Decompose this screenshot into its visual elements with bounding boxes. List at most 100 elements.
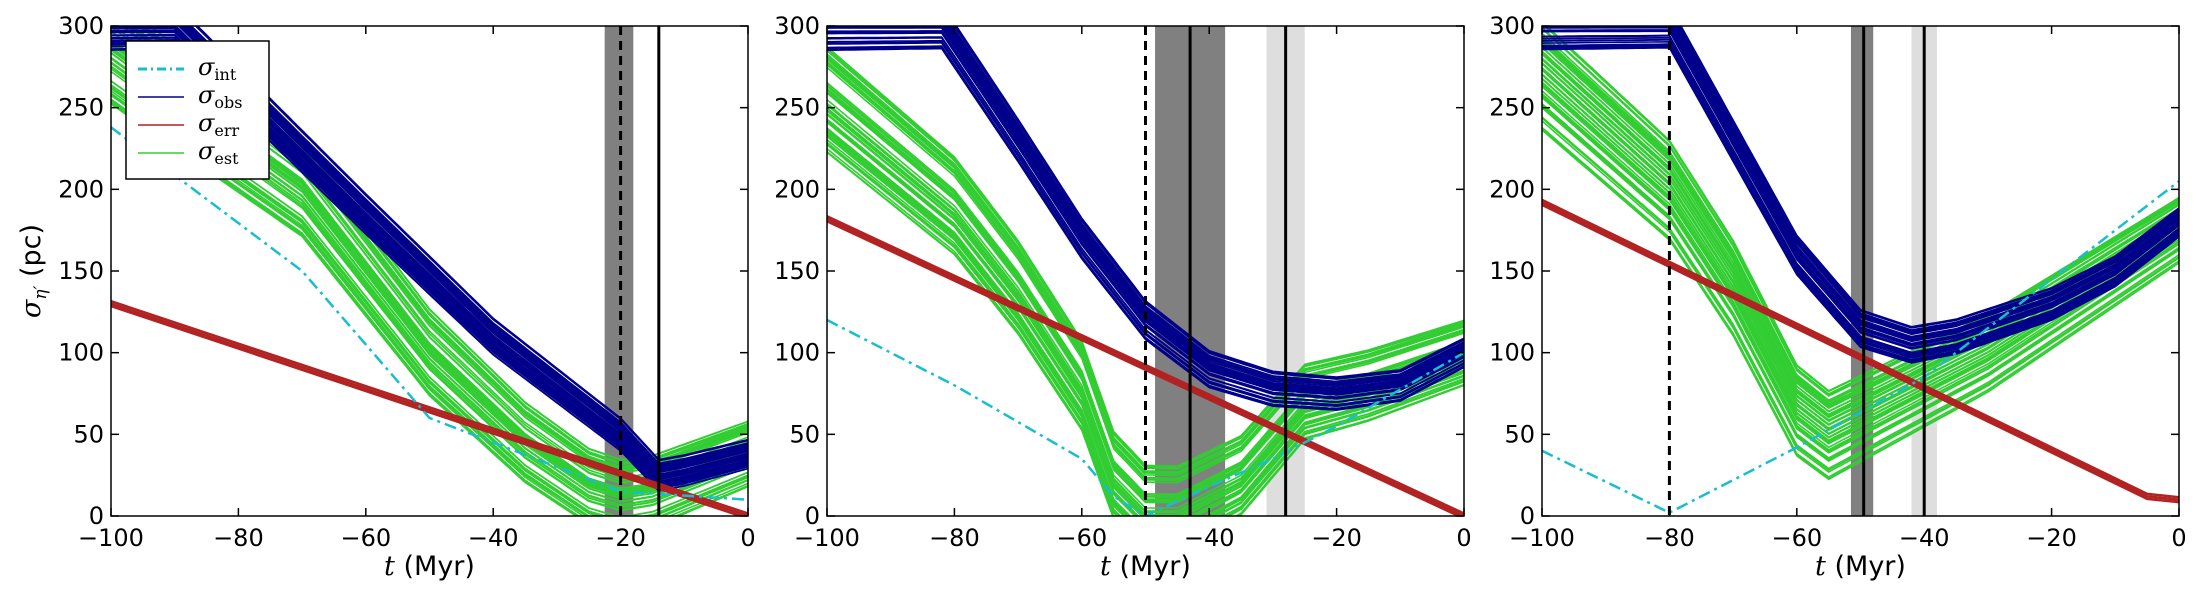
sigma-est-curve bbox=[827, 58, 1464, 477]
y-tick-label: 300 bbox=[58, 12, 104, 40]
sigma-obs-curve bbox=[827, 46, 1464, 410]
x-tick-label: −100 bbox=[1509, 524, 1575, 552]
sigma-est-curve bbox=[1542, 96, 2179, 454]
sigma-obs-curve bbox=[1542, 30, 2179, 350]
legend-entry-label: σest bbox=[198, 137, 239, 168]
sigma-obs-curve bbox=[827, 30, 1464, 399]
x-tick-label: −60 bbox=[1056, 524, 1107, 552]
sigma-err-curve bbox=[827, 217, 1464, 516]
sigma-est-curve bbox=[1542, 40, 2179, 408]
sigma-obs-curve bbox=[1542, 36, 2179, 356]
sigma-obs-curve bbox=[948, 26, 1464, 386]
x-tick-label: −40 bbox=[1899, 524, 1950, 552]
sigma-err-curve bbox=[111, 300, 748, 515]
x-tick-label: −100 bbox=[794, 524, 860, 552]
sigma-est-curve bbox=[1542, 129, 2179, 481]
y-tick-label: 100 bbox=[774, 339, 820, 367]
x-tick-label: −100 bbox=[78, 524, 144, 552]
legend-entry-label: σint bbox=[198, 53, 237, 84]
sigma-int-curve bbox=[111, 126, 748, 501]
y-axis-label: ση′ (pc) bbox=[16, 224, 51, 318]
y-tick-label: 0 bbox=[89, 502, 104, 530]
sigma-est-curve bbox=[1542, 126, 2179, 478]
sigma-obs-curve bbox=[1542, 38, 2179, 357]
sigma-err-curve bbox=[827, 220, 1462, 516]
sigma-obs-curve bbox=[1542, 46, 2179, 364]
x-axis-label: t (Myr) bbox=[384, 551, 475, 582]
sigma-est-curve bbox=[1542, 94, 2179, 452]
sigma-est-curve bbox=[1542, 27, 2179, 397]
x-tick-label: 0 bbox=[2171, 524, 2186, 552]
sigma-err-curves bbox=[111, 300, 748, 516]
chart-panel-middle: −100 −80 −60 −40 −20 0 0 50 100 150 200 250 300 t (My… bbox=[774, 12, 1471, 582]
legend-entry-label: σobs bbox=[198, 81, 242, 112]
y-tick-label: 250 bbox=[58, 94, 104, 122]
sigma-est-curve bbox=[1542, 53, 2179, 419]
x-tick-label: −80 bbox=[929, 524, 980, 552]
x-tick-label: −80 bbox=[1644, 524, 1695, 552]
sigma-est-curve bbox=[1542, 102, 2179, 459]
sigma-obs-curve bbox=[1672, 26, 2179, 339]
y-tick-label: 0 bbox=[805, 502, 820, 530]
sigma-est-curve bbox=[1542, 117, 2179, 472]
legend-entry-label: σerr bbox=[198, 109, 240, 140]
sigma-est-curve bbox=[827, 112, 1464, 516]
sigma-obs-curve bbox=[951, 26, 1464, 383]
sigma-est-curve bbox=[827, 118, 1464, 516]
y-tick-label: 50 bbox=[789, 420, 820, 448]
sigma-est-curve bbox=[1542, 105, 2179, 461]
sigma-err-curve bbox=[111, 302, 748, 516]
sigma-obs-curve bbox=[1671, 26, 2179, 341]
y-tick-label: 200 bbox=[774, 175, 820, 203]
sigma-obs-curve bbox=[1672, 26, 2179, 340]
sigma-est-curve bbox=[827, 130, 1464, 516]
y-tick-label: 250 bbox=[774, 94, 820, 122]
sigma-obs-curve bbox=[1675, 26, 2179, 335]
sigma-int-curve bbox=[1542, 180, 2179, 515]
y-tick-label: 300 bbox=[1489, 12, 1535, 40]
sigma-est-curve bbox=[827, 151, 1464, 516]
y-tick-label: 200 bbox=[1489, 175, 1535, 203]
y-tick-label: 150 bbox=[58, 257, 104, 285]
sigma-est-curve bbox=[827, 139, 1464, 516]
x-tick-label: −80 bbox=[213, 524, 264, 552]
y-tick-label: 300 bbox=[774, 12, 820, 40]
chart-panel-left: −100 −80 −60 −40 −20 0 0 50 100 150 200 250 300 t (My… bbox=[16, 12, 756, 582]
sigma-err-curve bbox=[1542, 201, 2179, 501]
plot-area bbox=[827, 26, 1464, 516]
y-tick-label: 0 bbox=[1520, 502, 1535, 530]
sigma-obs-curve bbox=[1680, 26, 2179, 328]
x-tick-label: 0 bbox=[1456, 524, 1471, 552]
x-tick-label: −20 bbox=[2026, 524, 2077, 552]
y-tick-label: 200 bbox=[58, 175, 104, 203]
x-tick-label: 0 bbox=[740, 524, 755, 552]
plot-area bbox=[1542, 26, 2179, 516]
sigma-err-curve bbox=[1542, 203, 2179, 504]
y-tick-label: 50 bbox=[73, 420, 104, 448]
sigma-est-curve bbox=[1542, 116, 2179, 470]
x-tick-label: −60 bbox=[340, 524, 391, 552]
sigma-est-curves bbox=[1542, 26, 2179, 481]
sigma-err-curves bbox=[1542, 198, 2179, 504]
x-tick-label: −20 bbox=[1311, 524, 1362, 552]
x-tick-label: −40 bbox=[468, 524, 519, 552]
x-axis-label: t (Myr) bbox=[1815, 551, 1906, 582]
sigma-obs-curve bbox=[1542, 26, 2179, 346]
sigma-obs-curve bbox=[1542, 34, 2179, 354]
sigma-err-curve bbox=[111, 304, 745, 516]
sigma-obs-curve bbox=[1677, 26, 2179, 333]
sigma-est-curve bbox=[827, 135, 1464, 516]
x-axis-label: t (Myr) bbox=[1100, 551, 1191, 582]
sigma-obs-curve bbox=[1670, 26, 2179, 343]
sigma-int-curve bbox=[827, 318, 1464, 516]
y-tick-label: 250 bbox=[1489, 94, 1535, 122]
legend-box bbox=[125, 40, 270, 180]
y-tick-label: 100 bbox=[58, 339, 104, 367]
x-tick-label: −60 bbox=[1771, 524, 1822, 552]
x-tick-label: −40 bbox=[1184, 524, 1235, 552]
sigma-err-curve bbox=[1542, 198, 2179, 499]
y-tick-label: 150 bbox=[774, 257, 820, 285]
y-tick-label: 50 bbox=[1504, 420, 1535, 448]
sigma-obs-curve bbox=[827, 26, 1464, 396]
